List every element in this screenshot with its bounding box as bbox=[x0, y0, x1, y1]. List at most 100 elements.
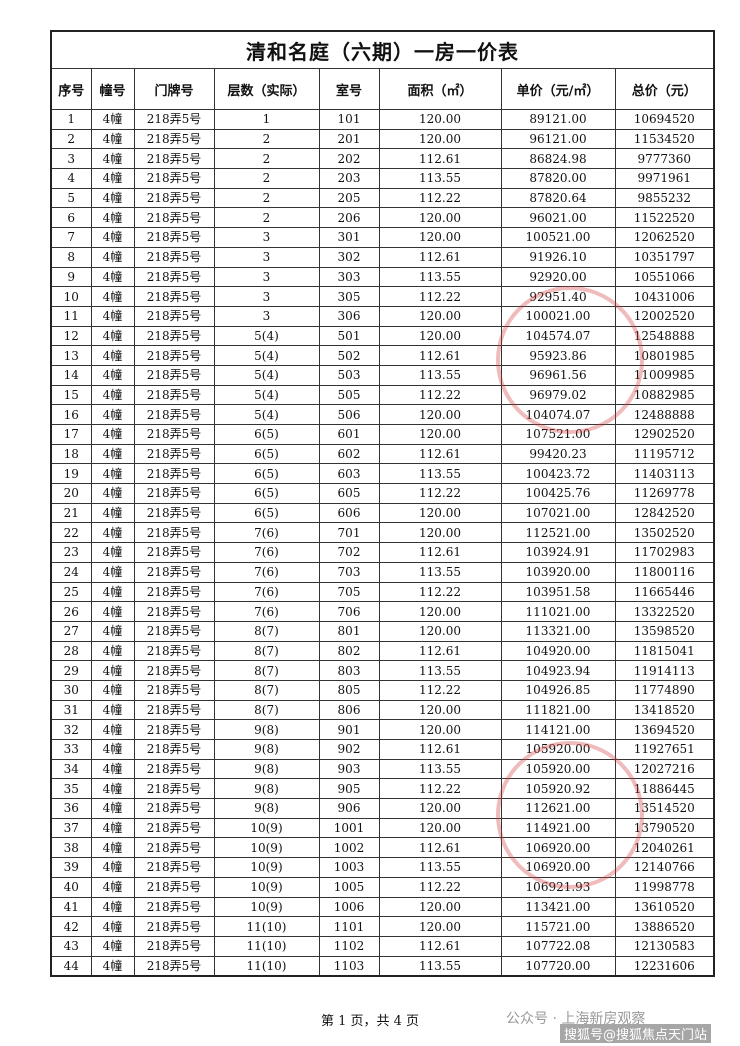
table-cell: 4幢 bbox=[90, 522, 135, 544]
table-cell: 11009985 bbox=[614, 364, 715, 386]
table-cell: 112.22 bbox=[378, 286, 502, 307]
table-cell: 8(7) bbox=[213, 699, 320, 721]
table-cell: 3 bbox=[213, 305, 320, 327]
table-cell: 4幢 bbox=[90, 187, 135, 209]
table-cell: 2 bbox=[213, 187, 320, 209]
table-cell: 305 bbox=[318, 286, 380, 307]
table-row: 23 4幢 218弄5号 7(6) 702 112.61 103924.91 11702983 bbox=[50, 542, 715, 563]
table-row: 18 4幢 218弄5号 6(5) 602 112.61 99420.23 11195712 bbox=[50, 443, 715, 465]
table-cell: 218弄5号 bbox=[133, 817, 215, 839]
table-cell: 9(8) bbox=[213, 798, 320, 819]
table-cell: 4幢 bbox=[90, 286, 135, 307]
table-cell: 13514520 bbox=[614, 798, 715, 819]
table-cell: 1002 bbox=[318, 837, 380, 859]
table-cell: 10(9) bbox=[213, 817, 320, 839]
table-cell: 4幢 bbox=[90, 798, 135, 819]
table-cell: 6(5) bbox=[213, 463, 320, 485]
table-cell: 86824.98 bbox=[500, 148, 616, 170]
table-cell: 218弄5号 bbox=[133, 128, 215, 150]
table-cell: 301 bbox=[318, 227, 380, 248]
table-cell: 218弄5号 bbox=[133, 679, 215, 701]
table-cell: 703 bbox=[318, 561, 380, 583]
table-cell: 4幢 bbox=[90, 739, 135, 760]
table-row: 35 4幢 218弄5号 9(8) 905 112.22 105920.92 11886445 bbox=[50, 778, 715, 800]
table-row: 39 4幢 218弄5号 10(9) 1003 113.55 106920.00 121407… bbox=[50, 857, 715, 878]
table-cell: 36 bbox=[50, 798, 92, 819]
table-cell: 43 bbox=[50, 935, 92, 957]
table-cell: 99420.23 bbox=[500, 443, 616, 465]
table-cell: 12231606 bbox=[614, 955, 715, 977]
table-cell: 12902520 bbox=[614, 424, 715, 445]
table-cell: 218弄5号 bbox=[133, 640, 215, 662]
table-cell: 13790520 bbox=[614, 817, 715, 839]
column-header: 总价（元） bbox=[614, 68, 715, 110]
table-cell: 113.55 bbox=[378, 364, 502, 386]
table-row: 43 4幢 218弄5号 11(10) 1102 112.61 107722.08 12130… bbox=[50, 935, 715, 957]
table-row: 17 4幢 218弄5号 6(5) 601 120.00 107521.00 12902520 bbox=[50, 424, 715, 445]
table-cell: 218弄5号 bbox=[133, 148, 215, 170]
table-cell: 6(5) bbox=[213, 443, 320, 465]
table-cell: 901 bbox=[318, 719, 380, 740]
table-cell: 100021.00 bbox=[500, 305, 616, 327]
table-row: 2 4幢 218弄5号 2 201 120.00 96121.00 11534520 bbox=[50, 128, 715, 150]
table-row: 33 4幢 218弄5号 9(8) 902 112.61 105920.00 11927651 bbox=[50, 739, 715, 760]
table-cell: 103924.91 bbox=[500, 542, 616, 563]
table-cell: 10801985 bbox=[614, 345, 715, 366]
table-row: 12 4幢 218弄5号 5(4) 501 120.00 104574.07 12548888 bbox=[50, 325, 715, 347]
column-header: 单价（元/㎡） bbox=[500, 68, 616, 110]
table-cell: 505 bbox=[318, 384, 380, 406]
table-cell: 218弄5号 bbox=[133, 935, 215, 957]
table-cell: 11(10) bbox=[213, 955, 320, 977]
table-cell: 218弄5号 bbox=[133, 424, 215, 445]
table-cell: 202 bbox=[318, 148, 380, 170]
table-row: 38 4幢 218弄5号 10(9) 1002 112.61 106920.00 120402… bbox=[50, 837, 715, 859]
table-cell: 96121.00 bbox=[500, 128, 616, 150]
table-cell: 218弄5号 bbox=[133, 955, 215, 977]
table-cell: 4幢 bbox=[90, 424, 135, 445]
table-cell: 218弄5号 bbox=[133, 837, 215, 859]
table-cell: 114921.00 bbox=[500, 817, 616, 839]
table-row: 44 4幢 218弄5号 11(10) 1103 113.55 107720.00 12231… bbox=[50, 955, 715, 977]
table-cell: 25 bbox=[50, 581, 92, 603]
table-cell: 120.00 bbox=[378, 404, 502, 425]
table-cell: 35 bbox=[50, 778, 92, 800]
table-cell: 10(9) bbox=[213, 896, 320, 918]
table-row: 29 4幢 218弄5号 8(7) 803 113.55 104923.94 11914113 bbox=[50, 660, 715, 681]
table-cell: 10(9) bbox=[213, 857, 320, 878]
table-cell: 113321.00 bbox=[500, 620, 616, 642]
table-cell: 7(6) bbox=[213, 542, 320, 563]
table-cell: 13418520 bbox=[614, 699, 715, 721]
table-cell: 4幢 bbox=[90, 305, 135, 327]
table-cell: 4 bbox=[50, 168, 92, 189]
table-cell: 100425.76 bbox=[500, 483, 616, 504]
table-cell: 100521.00 bbox=[500, 227, 616, 248]
table-cell: 12130583 bbox=[614, 935, 715, 957]
table-row: 10 4幢 218弄5号 3 305 112.22 92951.40 10431006 bbox=[50, 286, 715, 307]
table-cell: 112.22 bbox=[378, 483, 502, 504]
table-cell: 2 bbox=[213, 207, 320, 229]
table-cell: 111821.00 bbox=[500, 699, 616, 721]
source-watermark: 搜狐号@搜狐焦点天门站 bbox=[560, 1024, 712, 1043]
table-cell: 120.00 bbox=[378, 699, 502, 721]
table-cell: 4幢 bbox=[90, 679, 135, 701]
table-cell: 112621.00 bbox=[500, 798, 616, 819]
table-cell: 4幢 bbox=[90, 542, 135, 563]
table-cell: 7 bbox=[50, 227, 92, 248]
table-cell: 113421.00 bbox=[500, 896, 616, 918]
table-cell: 120.00 bbox=[378, 896, 502, 918]
table-cell: 9777360 bbox=[614, 148, 715, 170]
table-cell: 13598520 bbox=[614, 620, 715, 642]
table-cell: 11927651 bbox=[614, 739, 715, 760]
table-cell: 7(6) bbox=[213, 561, 320, 583]
table-cell: 113.55 bbox=[378, 758, 502, 780]
table-cell: 6(5) bbox=[213, 424, 320, 445]
table-cell: 11(10) bbox=[213, 916, 320, 937]
table-cell: 13610520 bbox=[614, 896, 715, 918]
table-cell: 95923.86 bbox=[500, 345, 616, 366]
table-row: 27 4幢 218弄5号 8(7) 801 120.00 113321.00 13598520 bbox=[50, 620, 715, 642]
table-cell: 218弄5号 bbox=[133, 443, 215, 465]
table-cell: 120.00 bbox=[378, 207, 502, 229]
table-row: 14 4幢 218弄5号 5(4) 503 113.55 96961.56 11009985 bbox=[50, 364, 715, 386]
table-cell: 12842520 bbox=[614, 502, 715, 524]
